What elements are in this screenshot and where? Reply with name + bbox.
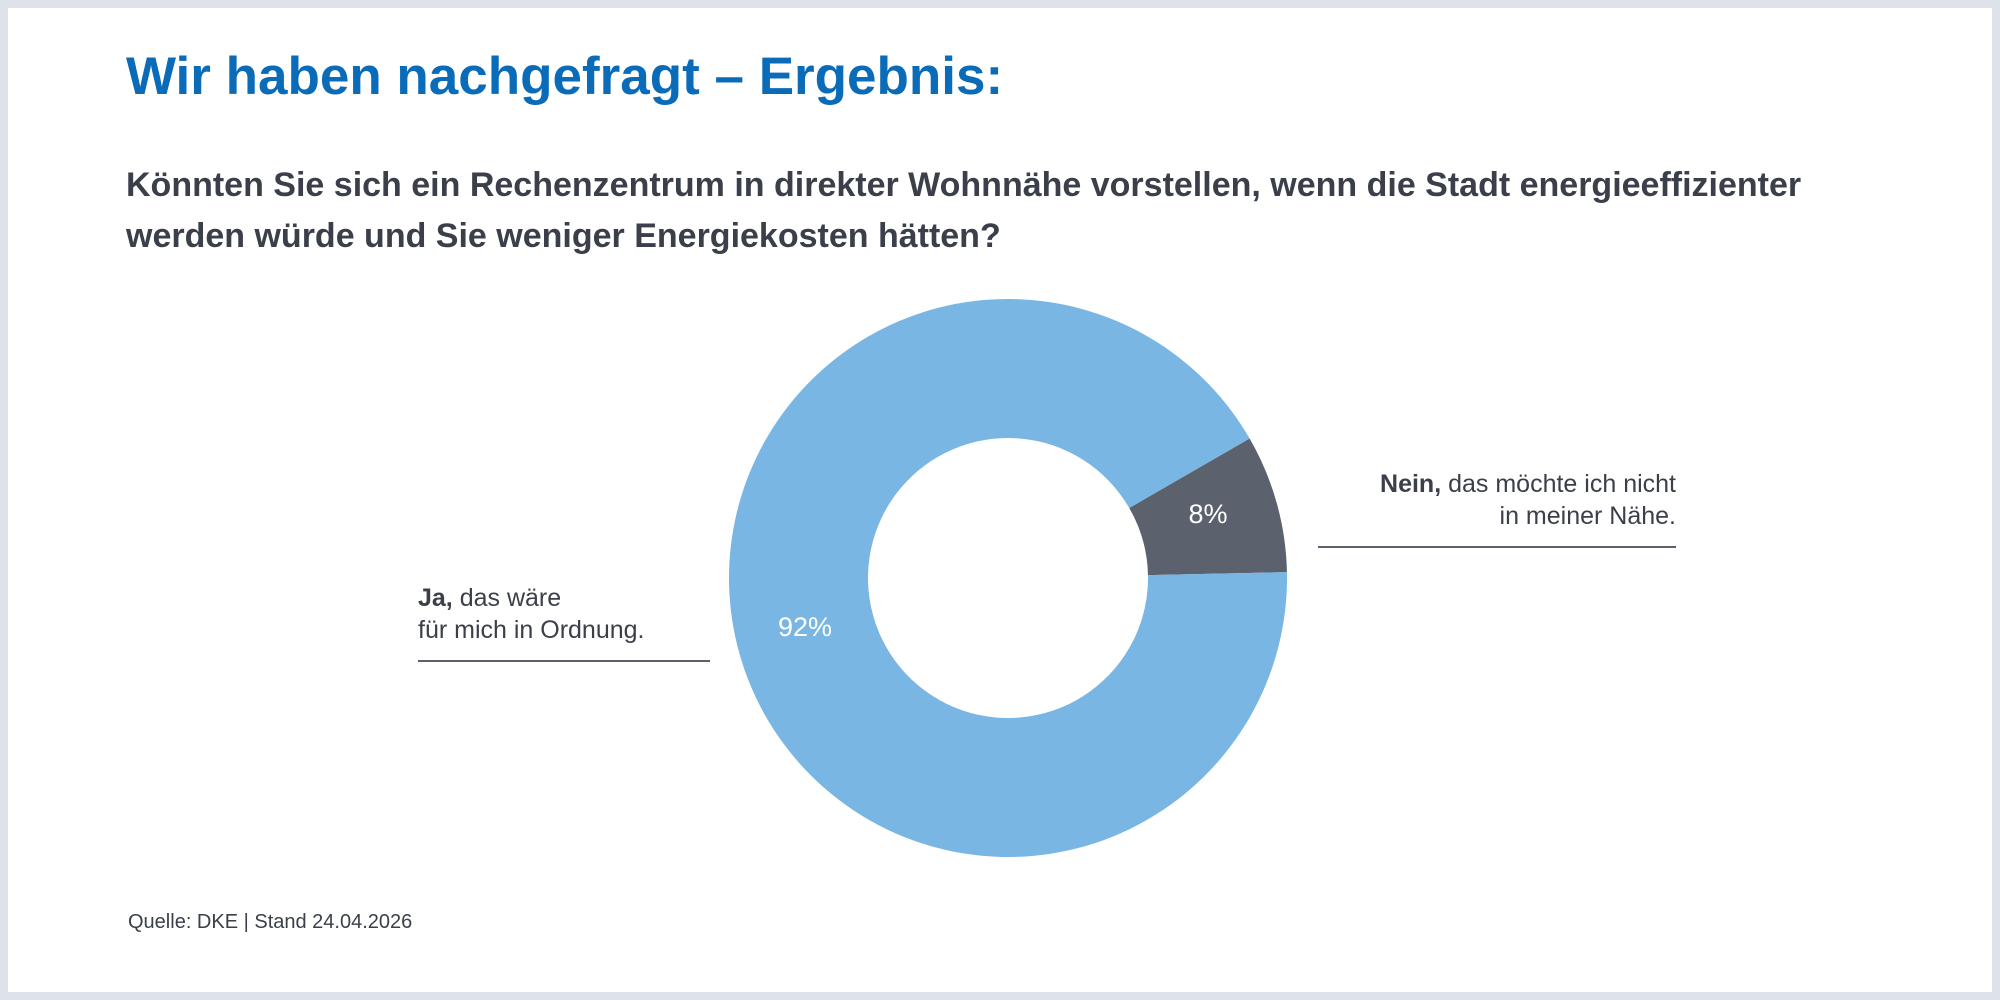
legend-ja-bold: Ja, [418,584,453,612]
legend-nein-bold: Nein, [1380,470,1442,498]
data-label-nein: 8% [1188,499,1227,529]
donut-slice-nein [1129,438,1287,576]
data-label-ja: 92% [778,612,832,642]
legend-ja-line2: für mich in Ordnung. [418,616,645,644]
legend-nein-line2: in meiner Nähe. [1499,502,1676,530]
donut-slice-ja [729,299,1288,858]
legend-ja-line1: das wäre [452,584,562,612]
legend-nein-line1: das möchte ich nicht [1441,470,1676,498]
legend-label-nein: Nein, das möchte ich nicht in meiner Näh… [1318,468,1676,548]
legend-label-ja: Ja, das wäre für mich in Ordnung. [418,582,710,662]
page-title: Wir haben nachgefragt – Ergebnis: [126,47,1004,106]
chart-question: Könnten Sie sich ein Rechenzentrum in di… [126,166,1802,255]
source-note: Quelle: DKE | Stand 24.04.2026 [128,911,413,933]
